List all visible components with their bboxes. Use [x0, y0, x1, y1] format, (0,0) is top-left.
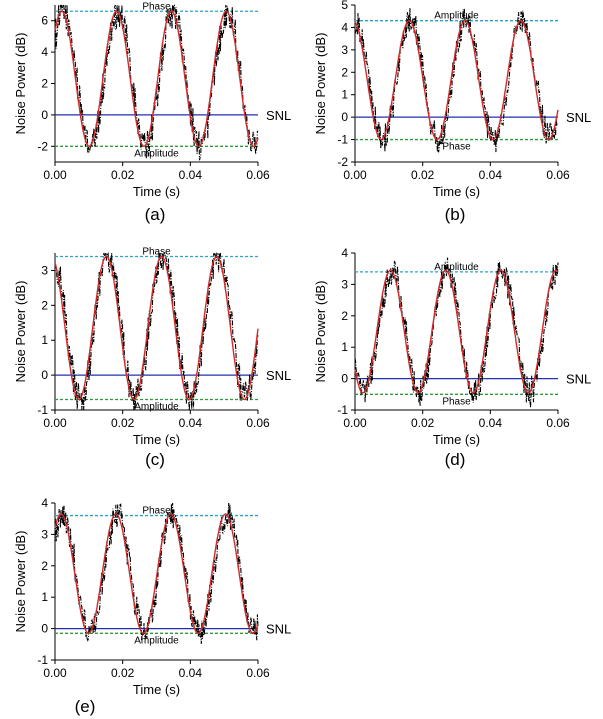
- chart-panel-a: 0.00 0.02 0.04 0.06 -2 0 2 4 6 Time (s) Noise Powe…: [13, 1, 291, 224]
- top-reference-label: Phase: [142, 1, 171, 12]
- y-tick-label: 2: [41, 298, 48, 312]
- y-tick-label: -1: [337, 133, 348, 147]
- y-axis-label: Noise Power (dB): [13, 281, 28, 383]
- measured-noise-trace: [54, 4, 259, 161]
- y-tick-label: 6: [41, 14, 48, 28]
- y-axis-label: Noise Power (dB): [13, 33, 28, 135]
- bottom-reference-label: Phase: [442, 396, 471, 407]
- y-axis-label: Noise Power (dB): [313, 281, 328, 383]
- fit-curve: [354, 269, 559, 394]
- x-tick-label: 0.04: [179, 416, 203, 430]
- x-tick-label: 0.06: [546, 416, 570, 430]
- x-tick-label: 0.04: [479, 416, 503, 430]
- x-tick-label: 0.06: [246, 168, 270, 182]
- y-tick-label: 2: [41, 559, 48, 573]
- snl-label: SNL: [566, 110, 591, 125]
- snl-label: SNL: [266, 108, 291, 123]
- panel-label: (c): [145, 450, 165, 469]
- x-axis-label: Time (s): [133, 184, 180, 199]
- panel-label: (d): [445, 450, 466, 469]
- x-tick-label: 0.04: [179, 168, 203, 182]
- y-tick-label: 0: [41, 368, 48, 382]
- chart-panel-c: 0.00 0.02 0.04 0.06 -1 0 1 2 3 Time (s) Noise Powe…: [13, 246, 291, 469]
- x-tick-label: 0.02: [111, 168, 135, 182]
- chart-panel-d: 0.00 0.02 0.04 0.06 -1 0 1 2 3 4 Time (s) Noise Pow…: [313, 246, 591, 469]
- x-tick-label: 0.04: [479, 168, 503, 182]
- y-tick-label: 1: [41, 590, 48, 604]
- x-tick-label: 0.02: [411, 416, 435, 430]
- fit-curve: [354, 19, 559, 141]
- x-tick-label: 0.06: [246, 666, 270, 680]
- x-tick-label: 0.02: [111, 666, 135, 680]
- panel-label: (e): [75, 697, 96, 716]
- fit-curve: [54, 513, 259, 634]
- y-tick-label: 3: [341, 277, 348, 291]
- y-tick-label: 1: [341, 88, 348, 102]
- x-tick-label: 0.00: [343, 168, 367, 182]
- top-reference-label: Amplitude: [434, 11, 479, 22]
- y-tick-label: 3: [41, 263, 48, 277]
- measured-noise-trace: [54, 252, 259, 411]
- y-tick-label: 2: [341, 309, 348, 323]
- x-tick-label: 0.00: [43, 666, 67, 680]
- y-tick-label: 4: [41, 45, 48, 59]
- y-tick-label: -1: [337, 403, 348, 417]
- top-reference-label: Amplitude: [434, 262, 479, 273]
- y-tick-label: 2: [41, 77, 48, 91]
- x-tick-label: 0.00: [343, 416, 367, 430]
- y-tick-label: 4: [41, 496, 48, 510]
- panel-label: (a): [145, 205, 166, 224]
- y-tick-label: 3: [41, 527, 48, 541]
- y-tick-label: 2: [341, 65, 348, 79]
- x-tick-label: 0.04: [179, 666, 203, 680]
- x-tick-label: 0.06: [546, 168, 570, 182]
- x-tick-label: 0.00: [43, 416, 67, 430]
- top-reference-label: Phase: [142, 246, 171, 257]
- snl-label: SNL: [566, 372, 591, 387]
- panel-label: (b): [445, 205, 466, 224]
- snl-label: SNL: [266, 368, 291, 383]
- y-tick-label: 0: [41, 622, 48, 636]
- y-tick-label: 4: [341, 246, 348, 260]
- y-tick-label: 5: [341, 0, 348, 12]
- y-tick-label: 1: [341, 340, 348, 354]
- x-axis-label: Time (s): [433, 184, 480, 199]
- x-axis-label: Time (s): [133, 682, 180, 697]
- x-tick-label: 0.00: [43, 168, 67, 182]
- y-tick-label: -2: [337, 155, 348, 169]
- x-axis-label: Time (s): [433, 432, 480, 447]
- x-tick-label: 0.02: [111, 416, 135, 430]
- fit-curve: [54, 255, 259, 401]
- top-reference-label: Phase: [142, 506, 171, 517]
- y-tick-label: 3: [341, 43, 348, 57]
- snl-label: SNL: [266, 622, 291, 637]
- y-tick-label: 0: [41, 108, 48, 122]
- chart-panel-b: 0.00 0.02 0.04 0.06 -2 -1 0 1 2 3 4 5 Time (s) Noise …: [313, 0, 591, 224]
- bottom-reference-label: Phase: [442, 142, 471, 153]
- chart-panel-e: 0.00 0.02 0.04 0.06 -1 0 1 2 3 4 Time (s) Noise Pow…: [13, 496, 291, 716]
- y-tick-label: 0: [341, 372, 348, 386]
- y-tick-label: -2: [37, 139, 48, 153]
- bottom-reference-label: Amplitude: [134, 148, 179, 159]
- y-tick-label: 0: [341, 110, 348, 124]
- x-tick-label: 0.02: [411, 168, 435, 182]
- x-axis-label: Time (s): [133, 432, 180, 447]
- y-tick-label: -1: [37, 403, 48, 417]
- bottom-reference-label: Amplitude: [134, 402, 179, 413]
- bottom-reference-label: Amplitude: [134, 635, 179, 646]
- y-tick-label: 4: [341, 20, 348, 34]
- y-axis-label: Noise Power (dB): [313, 33, 328, 135]
- x-tick-label: 0.06: [246, 416, 270, 430]
- y-tick-label: 1: [41, 333, 48, 347]
- fit-curve: [54, 10, 259, 147]
- y-tick-label: -1: [37, 653, 48, 667]
- y-axis-label: Noise Power (dB): [13, 531, 28, 633]
